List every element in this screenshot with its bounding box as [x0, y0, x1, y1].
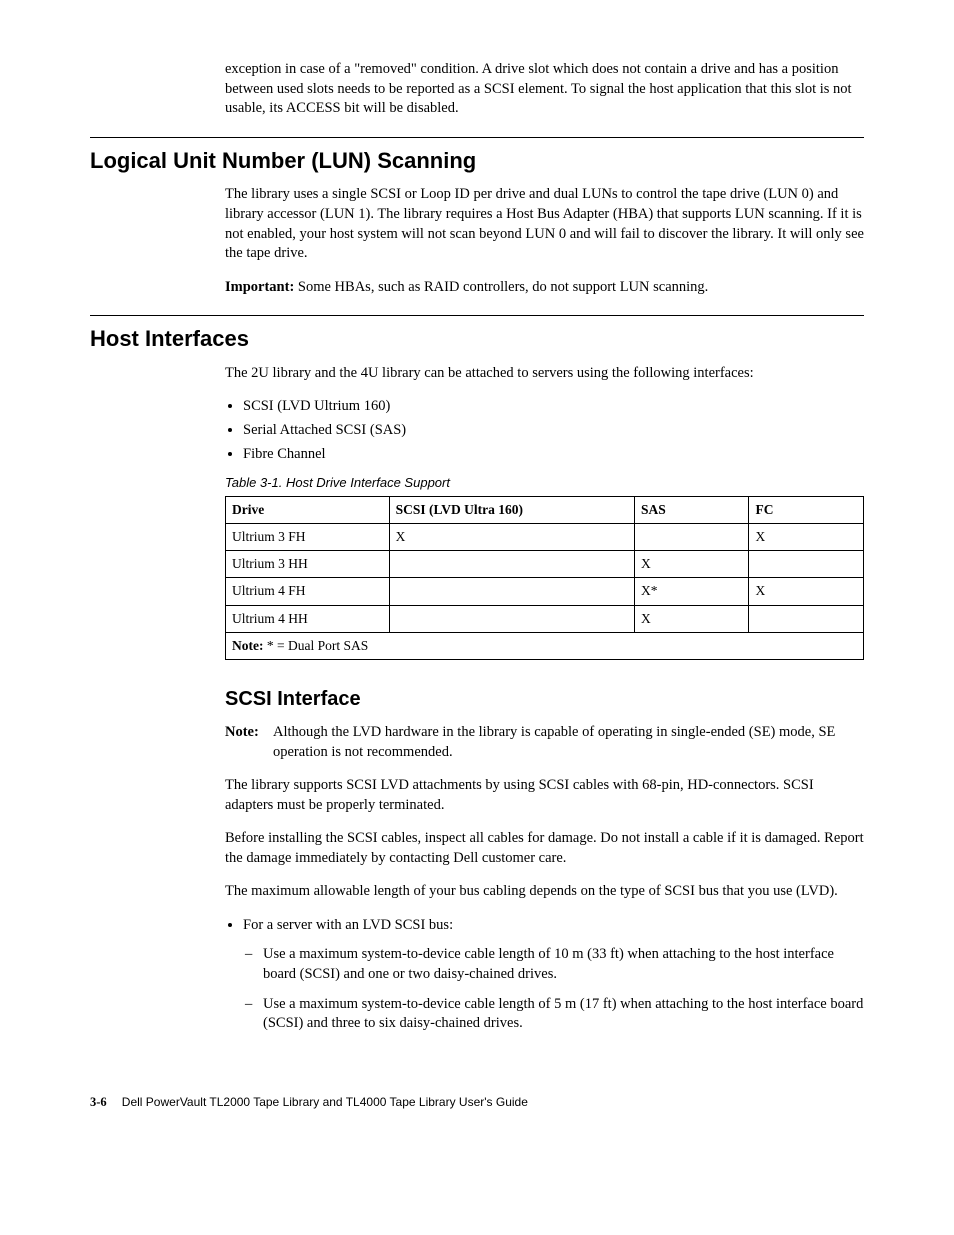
scsi-bullet-list: For a server with an LVD SCSI bus: [225, 916, 864, 936]
scsi-dash-list: Use a maximum system-to-device cable len… [225, 945, 864, 1033]
col-header: FC [749, 496, 864, 523]
col-header: SAS [634, 496, 749, 523]
scsi-p3: The maximum allowable length of your bus… [225, 882, 864, 902]
lun-body: The library uses a single SCSI or Loop I… [225, 185, 864, 263]
list-item: Use a maximum system-to-device cable len… [263, 945, 864, 984]
heading-scsi-interface: SCSI Interface [225, 686, 864, 713]
page-footer: 3-6 Dell PowerVault TL2000 Tape Library … [90, 1094, 864, 1111]
important-text: Some HBAs, such as RAID controllers, do … [294, 279, 708, 295]
cell [749, 551, 864, 578]
cell: X* [634, 578, 749, 605]
cell [389, 578, 634, 605]
cell [634, 523, 749, 550]
note-text: Although the LVD hardware in the library… [273, 723, 864, 762]
heading-lun-scanning: Logical Unit Number (LUN) Scanning [90, 146, 864, 176]
note-label: Note: [225, 723, 273, 762]
intro-paragraph: exception in case of a "removed" conditi… [225, 60, 864, 119]
list-item: SCSI (LVD Ultrium 160) [243, 397, 864, 417]
section-rule [90, 137, 864, 138]
col-header: Drive [226, 496, 390, 523]
list-item: Use a maximum system-to-device cable len… [263, 995, 864, 1034]
note-text: * = Dual Port SAS [263, 638, 368, 653]
cell [389, 605, 634, 632]
heading-host-interfaces: Host Interfaces [90, 324, 864, 354]
table-note-row: Note: * = Dual Port SAS [226, 632, 864, 659]
important-label: Important: [225, 279, 294, 295]
cell [749, 605, 864, 632]
host-intro: The 2U library and the 4U library can be… [225, 364, 864, 384]
table-row: Ultrium 4 HH X [226, 605, 864, 632]
cell: X [749, 523, 864, 550]
scsi-p2: Before installing the SCSI cables, inspe… [225, 829, 864, 868]
table-row: Ultrium 3 HH X [226, 551, 864, 578]
scsi-p1: The library supports SCSI LVD attachment… [225, 776, 864, 815]
section-rule [90, 315, 864, 316]
cell: Ultrium 4 FH [226, 578, 390, 605]
cell: X [749, 578, 864, 605]
list-item: For a server with an LVD SCSI bus: [243, 916, 864, 936]
scsi-note: Note: Although the LVD hardware in the l… [225, 723, 864, 762]
table-row: Ultrium 4 FH X* X [226, 578, 864, 605]
cell: X [634, 551, 749, 578]
cell: Ultrium 3 HH [226, 551, 390, 578]
cell: Ultrium 3 FH [226, 523, 390, 550]
cell: X [389, 523, 634, 550]
note-label: Note: [232, 638, 263, 653]
table-header-row: Drive SCSI (LVD Ultra 160) SAS FC [226, 496, 864, 523]
footer-text: Dell PowerVault TL2000 Tape Library and … [122, 1095, 528, 1109]
col-header: SCSI (LVD Ultra 160) [389, 496, 634, 523]
table-row: Ultrium 3 FH X X [226, 523, 864, 550]
cell: X [634, 605, 749, 632]
page-number: 3-6 [90, 1095, 107, 1109]
lun-important: Important: Some HBAs, such as RAID contr… [225, 278, 864, 298]
list-item: Fibre Channel [243, 445, 864, 465]
cell [389, 551, 634, 578]
host-interface-table: Drive SCSI (LVD Ultra 160) SAS FC Ultriu… [225, 496, 864, 660]
host-bullet-list: SCSI (LVD Ultrium 160) Serial Attached S… [225, 397, 864, 464]
table-caption: Table 3-1. Host Drive Interface Support [225, 474, 864, 492]
list-item: Serial Attached SCSI (SAS) [243, 421, 864, 441]
cell: Ultrium 4 HH [226, 605, 390, 632]
table-note-cell: Note: * = Dual Port SAS [226, 632, 864, 659]
